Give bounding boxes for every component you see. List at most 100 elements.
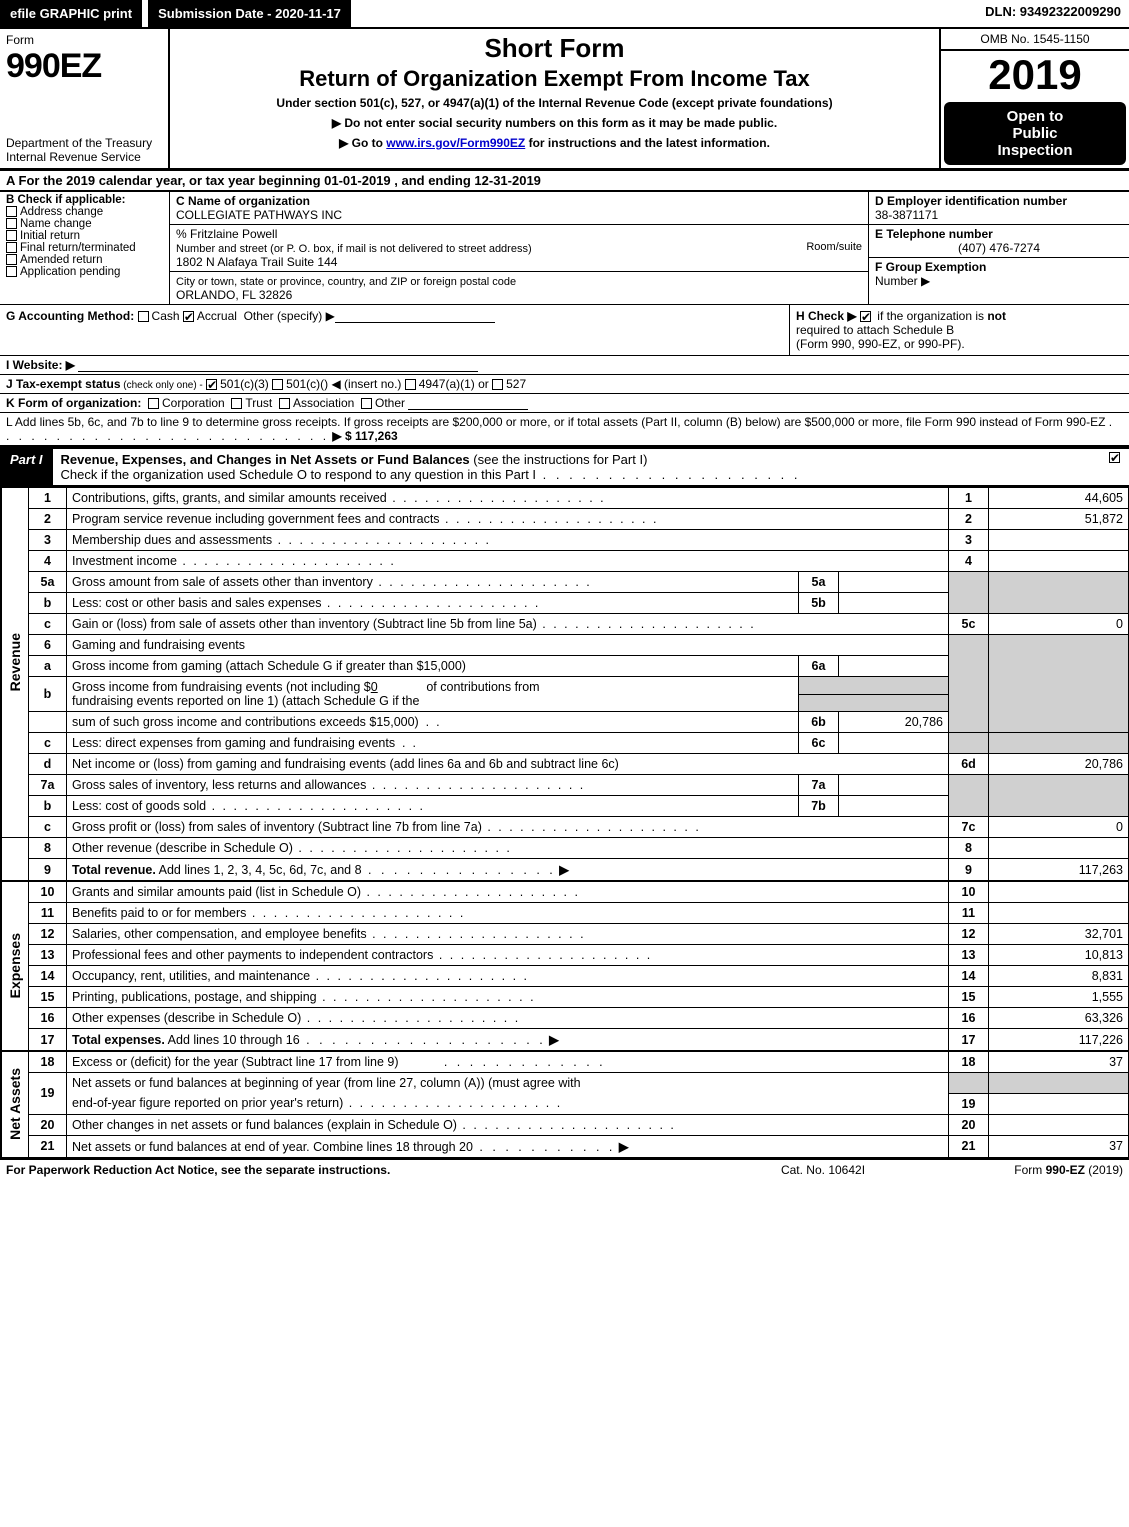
chk-initial-return[interactable] [6, 230, 17, 241]
efile-print-button[interactable]: efile GRAPHIC print [0, 0, 142, 27]
h-text3: (Form 990, 990-EZ, or 990-PF). [796, 337, 965, 351]
chk-other-org[interactable] [361, 398, 372, 409]
omb-number: OMB No. 1545-1150 [941, 29, 1129, 51]
shade-19-v [989, 1073, 1129, 1094]
d-6b-2: fundraising events reported on line 1) (… [72, 694, 419, 708]
telephone: (407) 476-7274 [875, 241, 1123, 255]
chk-cash[interactable] [138, 311, 149, 322]
side-revenue-cont [1, 838, 29, 882]
form-number: 990EZ [6, 47, 162, 86]
d-7c: Gross profit or (loss) from sales of inv… [72, 820, 701, 834]
lbl-527: 527 [506, 377, 526, 391]
lbl-501c3: 501(c)(3) [220, 377, 269, 391]
l-row: L Add lines 5b, 6c, and 7b to line 9 to … [0, 413, 1129, 447]
website-line [78, 360, 478, 372]
chk-trust[interactable] [231, 398, 242, 409]
bn-5a: 5a [799, 572, 839, 593]
street-label: Number and street (or P. O. box, if mail… [176, 243, 532, 255]
chk-527[interactable] [492, 379, 503, 390]
side-expenses: Expenses [1, 881, 29, 1051]
irs-link[interactable]: www.irs.gov/Form990EZ [386, 136, 525, 150]
page-footer: For Paperwork Reduction Act Notice, see … [0, 1158, 1129, 1180]
chk-h[interactable] [860, 311, 871, 322]
chk-name-change[interactable] [6, 218, 17, 229]
chk-assoc[interactable] [279, 398, 290, 409]
lbl-501c-close: ) ◀ (insert no.) [324, 377, 401, 391]
bv-6b: 20,786 [839, 712, 949, 733]
chk-schedule-o-part-i[interactable] [1109, 452, 1120, 463]
bn-6c: 6c [799, 733, 839, 754]
chk-application-pending[interactable] [6, 266, 17, 277]
chk-address-change[interactable] [6, 206, 17, 217]
lbl-name-change: Name change [20, 218, 92, 230]
lbl-initial-return: Initial return [20, 230, 80, 242]
dept-treasury: Department of the Treasury [6, 136, 162, 150]
rn-19: 19 [949, 1093, 989, 1114]
bv-5a [839, 572, 949, 593]
rn-1: 1 [949, 488, 989, 509]
ln-6d: d [29, 754, 67, 775]
chk-4947[interactable] [405, 379, 416, 390]
dln: DLN: 93492322009290 [977, 0, 1129, 27]
chk-accrual[interactable] [183, 311, 194, 322]
room-label: Room/suite [806, 241, 862, 253]
paperwork-notice: For Paperwork Reduction Act Notice, see … [6, 1163, 723, 1177]
lbl-address-change: Address change [20, 206, 103, 218]
l-text: L Add lines 5b, 6c, and 7b to line 9 to … [6, 415, 1105, 429]
d-1: Contributions, gifts, grants, and simila… [72, 491, 606, 505]
rv-21: 37 [989, 1135, 1129, 1157]
shade-6-v [989, 635, 1129, 733]
shade-6c-rv [989, 733, 1129, 754]
rn-8: 8 [949, 838, 989, 859]
goto-instructions: ▶ Go to www.irs.gov/Form990EZ for instru… [178, 136, 931, 150]
l-amount: ▶ $ 117,263 [332, 429, 397, 443]
city-label: City or town, state or province, country… [176, 276, 516, 288]
ln-6b: b [29, 677, 67, 712]
rv-18: 37 [989, 1051, 1129, 1073]
rn-9: 9 [949, 859, 989, 882]
rv-19 [989, 1093, 1129, 1114]
d-13: Professional fees and other payments to … [72, 948, 652, 962]
city-state-zip: ORLANDO, FL 32826 [176, 288, 292, 302]
lbl-application-pending: Application pending [20, 266, 120, 278]
f-number-label: Number ▶ [875, 274, 930, 288]
d-14: Occupancy, rent, utilities, and maintena… [72, 969, 529, 983]
form-header: Form 990EZ Department of the Treasury In… [0, 29, 1129, 171]
ln-6c: c [29, 733, 67, 754]
chk-amended-return[interactable] [6, 254, 17, 265]
rv-8 [989, 838, 1129, 859]
bn-7a: 7a [799, 775, 839, 796]
chk-501c[interactable] [272, 379, 283, 390]
i-label: I Website: ▶ [6, 358, 75, 372]
org-info-block: B Check if applicable: Address change Na… [0, 192, 1129, 305]
d-9: Add lines 1, 2, 3, 4, 5c, 6d, 7c, and 8 [159, 863, 362, 877]
rv-5c: 0 [989, 614, 1129, 635]
ln-10: 10 [29, 881, 67, 903]
g-h-row: G Accounting Method: Cash Accrual Other … [0, 305, 1129, 356]
part-i-checkline: Check if the organization used Schedule … [61, 467, 537, 482]
ln-11: 11 [29, 903, 67, 924]
open-line1: Open to [948, 108, 1122, 125]
ln-19: 19 [29, 1073, 67, 1115]
rv-9: 117,263 [989, 859, 1129, 882]
h-text1: if the organization is [877, 309, 987, 323]
rv-17: 117,226 [989, 1029, 1129, 1052]
ln-8: 8 [29, 838, 67, 859]
short-form-title: Short Form [178, 33, 931, 64]
chk-501c3[interactable] [206, 379, 217, 390]
lbl-trust: Trust [245, 396, 272, 410]
chk-corp[interactable] [148, 398, 159, 409]
lbl-amended-return: Amended return [20, 254, 102, 266]
d-11: Benefits paid to or for members [72, 906, 465, 920]
chk-final-return[interactable] [6, 242, 17, 253]
d-6a: Gross income from gaming (attach Schedul… [67, 656, 799, 677]
ln-1: 1 [29, 488, 67, 509]
ln-4: 4 [29, 551, 67, 572]
rn-20: 20 [949, 1114, 989, 1135]
org-name: COLLEGIATE PATHWAYS INC [176, 208, 342, 222]
bv-7b [839, 796, 949, 817]
d-19-1: Net assets or fund balances at beginning… [67, 1073, 949, 1094]
open-to-public-badge: Open to Public Inspection [944, 102, 1126, 165]
form-ref: 990-EZ [1046, 1163, 1085, 1177]
ln-18: 18 [29, 1051, 67, 1073]
